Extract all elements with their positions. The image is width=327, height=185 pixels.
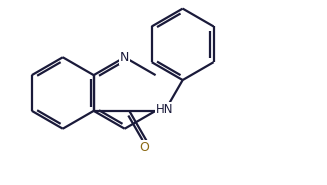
Text: HN: HN xyxy=(156,103,174,116)
Text: O: O xyxy=(139,141,149,154)
Text: N: N xyxy=(120,51,129,64)
